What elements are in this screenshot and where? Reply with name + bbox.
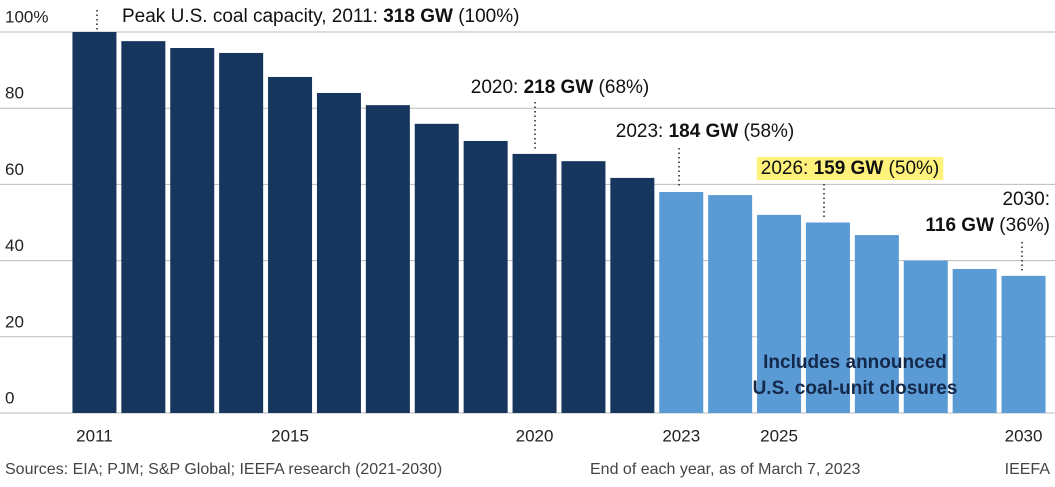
annotation-part: 2026: xyxy=(761,158,814,179)
bar xyxy=(1001,275,1046,413)
bar xyxy=(170,48,215,413)
x-tick-label: 2030 xyxy=(1005,426,1043,445)
annotation-part: (100%) xyxy=(453,6,520,27)
annotation: 2030: 116 GW (36%) xyxy=(925,189,1050,272)
box-text: Includes announced xyxy=(763,352,947,373)
annotation-text: Peak U.S. coal capacity, 2011: 318 GW (1… xyxy=(122,6,519,27)
bar xyxy=(219,52,264,413)
date-note: End of each year, as of March 7, 2023 xyxy=(590,461,860,478)
annotation-text: 116 GW (36%) xyxy=(925,215,1050,236)
x-tick-label: 2015 xyxy=(271,426,309,445)
annotation-part: 218 GW xyxy=(524,77,594,98)
source-note: Sources: EIA; PJM; S&P Global; IEEFA res… xyxy=(5,461,442,478)
bar xyxy=(854,235,899,413)
annotation-text: 2020: 218 GW (68%) xyxy=(471,77,650,98)
annotation-part: (58%) xyxy=(738,121,794,142)
annotation-part: 2020: xyxy=(471,77,524,98)
x-tick-label: 2023 xyxy=(662,426,700,445)
y-tick-label: 60 xyxy=(5,160,24,179)
annotation-part: Peak U.S. coal capacity, 2011: xyxy=(122,6,383,27)
annotation-part: 159 GW xyxy=(814,158,884,179)
box-text: U.S. coal-unit closures xyxy=(753,378,958,399)
y-tick-label: 20 xyxy=(5,312,24,331)
x-tick-label: 2020 xyxy=(516,426,554,445)
annotation-part: 2023: xyxy=(616,121,669,142)
bar xyxy=(121,41,166,413)
y-tick-label: 80 xyxy=(5,84,24,103)
annotation-part: (68%) xyxy=(593,77,649,98)
bar xyxy=(72,32,117,413)
bar xyxy=(952,268,997,413)
bar xyxy=(512,153,557,414)
bar xyxy=(610,177,655,413)
annotation-part: 318 GW xyxy=(383,6,453,27)
annotation-part: (36%) xyxy=(994,215,1050,236)
bar xyxy=(805,222,850,413)
bar xyxy=(316,92,361,414)
bar xyxy=(268,76,313,413)
bar xyxy=(463,140,508,413)
bar xyxy=(659,192,704,413)
bar xyxy=(757,214,802,413)
publisher: IEEFA xyxy=(1005,461,1051,478)
bar xyxy=(903,260,948,413)
annotation-text: 2023: 184 GW (58%) xyxy=(616,121,795,142)
x-tick-label: 2025 xyxy=(760,426,798,445)
bar xyxy=(414,123,459,414)
highlight xyxy=(756,157,944,181)
bar xyxy=(708,195,753,413)
annotation-part: 2030: xyxy=(1002,189,1050,210)
annotations: Includes announced U.S. coal-unit closure… xyxy=(96,6,1050,399)
annotation: Peak U.S. coal capacity, 2011: 318 GW (1… xyxy=(96,6,519,30)
y-tick-label: 40 xyxy=(5,236,24,255)
annotation-part: (50%) xyxy=(883,158,939,179)
bar xyxy=(365,105,410,413)
annotation: 2023: 184 GW (58%) xyxy=(616,121,795,188)
y-tick-label: 0 xyxy=(5,388,14,407)
annotation-text: 2030: xyxy=(1002,189,1050,210)
bars: 2011 2015 2020 2023 2025 2030 xyxy=(72,32,1046,445)
annotation-text: 2026: 159 GW (50%) xyxy=(761,158,940,179)
x-tick-label: 2011 xyxy=(76,426,113,445)
y-tick-label: 100% xyxy=(5,7,48,26)
annotation-part: 184 GW xyxy=(669,121,739,142)
annotation: 2020: 218 GW (68%) xyxy=(471,77,650,150)
annotation: 2026: 159 GW (50%) xyxy=(756,157,944,220)
bar xyxy=(561,161,606,413)
annotation-part: 116 GW xyxy=(925,215,994,236)
